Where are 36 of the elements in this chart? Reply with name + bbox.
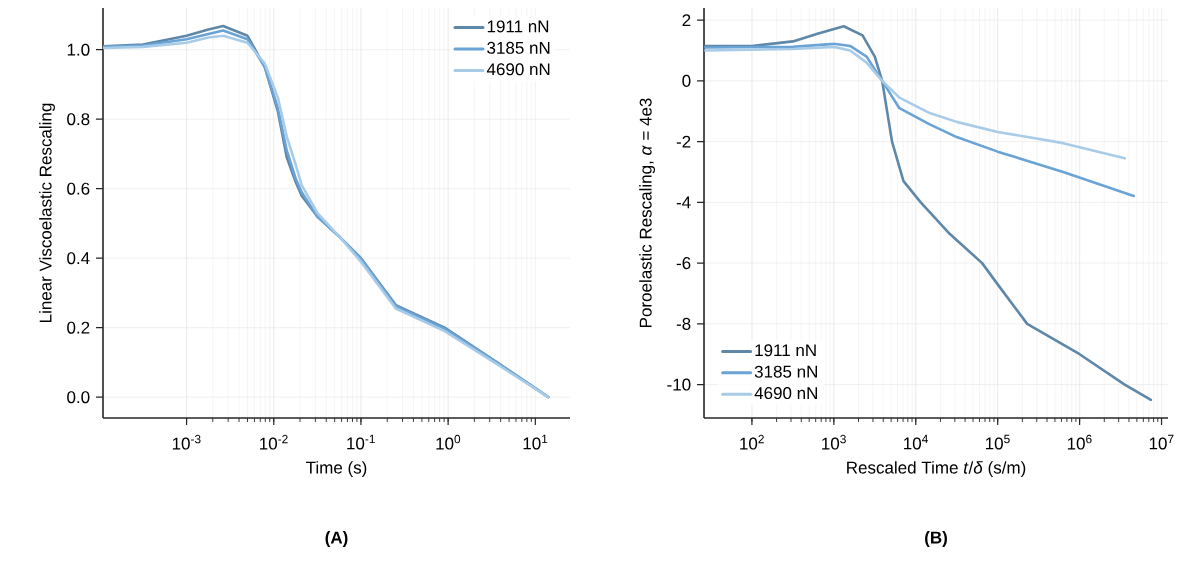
legend-label: 4690 nN (486, 63, 550, 76)
y-tick-label: 2 (682, 14, 691, 27)
y-tick-label: 0.6 (67, 182, 90, 195)
y-tick-label: -6 (676, 257, 691, 270)
x-tick-label: 10$^{4}$ (904, 434, 928, 450)
text: (B) (925, 531, 947, 547)
x-tick-label: 10$^{-3}$ (172, 434, 201, 450)
legend-label: 3185 nN (754, 365, 817, 378)
y-tick-label: 0.8 (67, 113, 90, 126)
legend-label: 3185 nN (487, 41, 550, 54)
legend-label: 1911 nN (487, 20, 549, 33)
x-tick-label: 10$^{6}$ (1067, 434, 1092, 450)
y-tick-label: -10 (667, 378, 691, 391)
y-tick-label: 1.0 (67, 43, 90, 56)
y-tick-label: -2 (676, 135, 691, 148)
x-tick-label: 10$^{-2}$ (260, 434, 288, 450)
y-tick-label: 0.2 (67, 321, 90, 334)
legend-label: 4690 nN (754, 387, 817, 400)
x-tick-label: 10$^{0}$ (436, 434, 461, 450)
y-tick-label: -8 (676, 317, 691, 330)
y-tick-label: 0.4 (67, 252, 90, 265)
x-axis-title: Time (s) (306, 461, 367, 477)
text: (A) (325, 531, 348, 547)
x-tick-label: 10$^{2}$ (740, 434, 764, 450)
x-tick-label: 10$^{-1}$ (347, 434, 375, 450)
x-tick-label: 10$^{1}$ (523, 434, 548, 450)
y-axis-title: Linear Viscoelastic Rescaling (39, 103, 55, 322)
y-tick-label: 0.0 (67, 391, 90, 404)
y-axis-title: Poroelastic Rescaling, α = 4e3 (639, 98, 656, 327)
y-tick-label: -4 (676, 196, 691, 209)
x-tick-label: 10$^{3}$ (822, 434, 846, 450)
x-tick-label: 10$^{7}$ (1149, 434, 1174, 450)
y-tick-label: 0 (682, 74, 691, 87)
x-tick-label: 10$^{5}$ (985, 434, 1010, 450)
legend-label: 1911 nN (755, 344, 816, 357)
x-axis-title: Rescaled Time t/δ (s/m) (847, 461, 1026, 477)
